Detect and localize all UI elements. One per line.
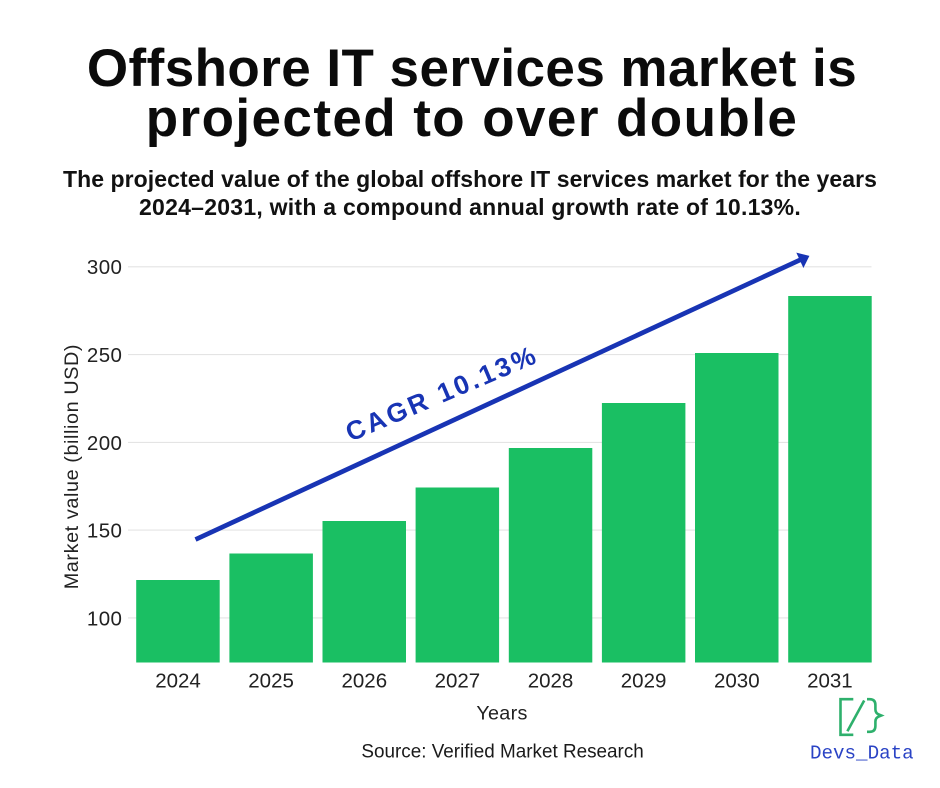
svg-text:Source: Verified Market Resear: Source: Verified Market Research	[361, 740, 643, 762]
svg-text:250: 250	[87, 344, 122, 367]
svg-text:100: 100	[87, 607, 122, 630]
svg-text:Devs_Data: Devs_Data	[810, 742, 914, 764]
svg-text:2027: 2027	[435, 670, 481, 693]
svg-text:2030: 2030	[714, 670, 760, 693]
svg-text:150: 150	[87, 520, 122, 543]
svg-text:200: 200	[87, 432, 122, 455]
svg-text:2029: 2029	[621, 670, 667, 693]
svg-text:2026: 2026	[341, 670, 387, 693]
svg-text:300: 300	[87, 256, 122, 279]
svg-text:2024: 2024	[155, 670, 201, 693]
svg-text:Market value (billion USD): Market value (billion USD)	[61, 344, 83, 589]
svg-text:2025: 2025	[248, 670, 294, 693]
svg-text:Years: Years	[476, 703, 527, 725]
svg-text:2031: 2031	[807, 670, 853, 693]
svg-text:2028: 2028	[528, 670, 574, 693]
